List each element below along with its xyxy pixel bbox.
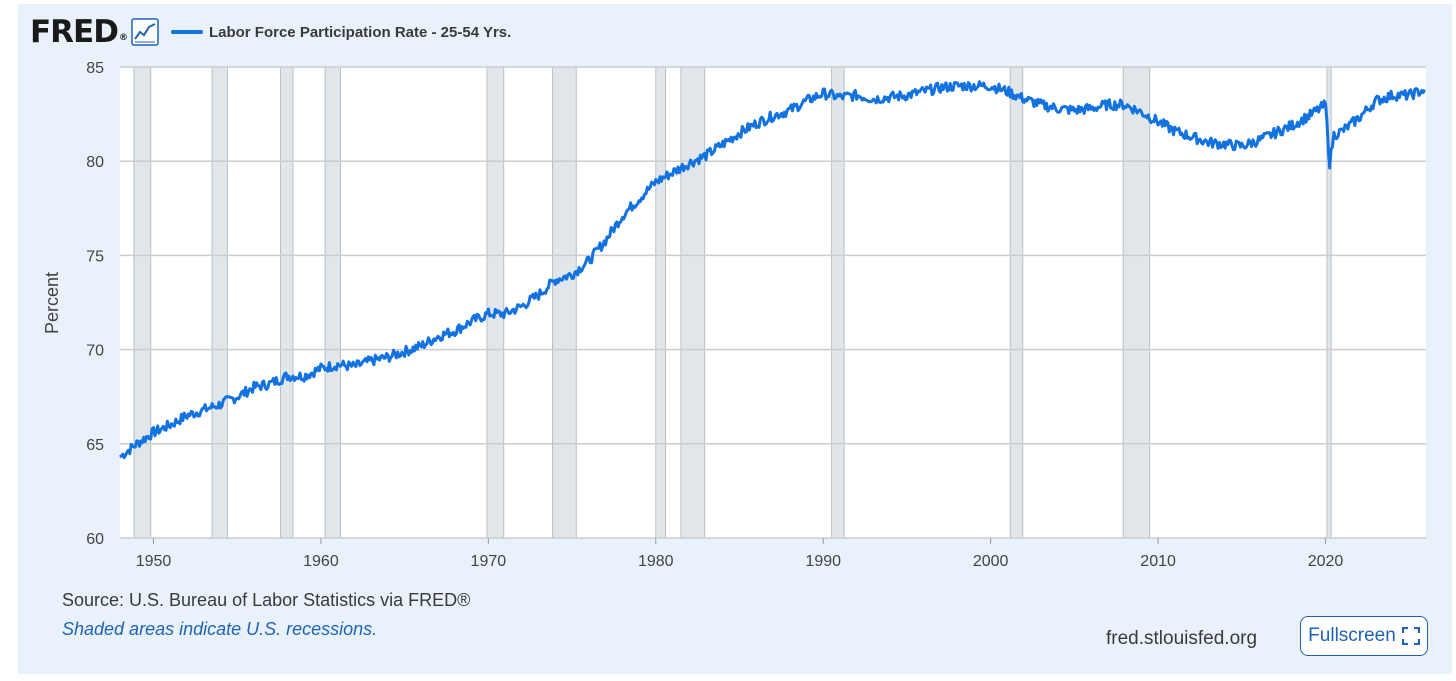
- chart-header: FRED® Labor Force Participation Rate - 2…: [30, 14, 511, 50]
- x-tick-label-1970: 1970: [471, 553, 507, 570]
- site-url: fred.stlouisfed.org: [1106, 628, 1258, 649]
- recession-band-7: [680, 66, 706, 539]
- x-tick-label-1950: 1950: [136, 553, 172, 570]
- recession-band-9: [1009, 66, 1024, 539]
- plot-area: [120, 67, 1426, 538]
- y-tick-label-80: 80: [86, 154, 104, 171]
- recession-band-4: [486, 66, 505, 539]
- gridlines: [120, 66, 1426, 539]
- x-tick-label-1990: 1990: [805, 553, 841, 570]
- recession-band-1: [211, 66, 228, 539]
- legend-label[interactable]: Labor Force Participation Rate - 25-54 Y…: [208, 23, 512, 41]
- x-tick-label-1980: 1980: [638, 553, 674, 570]
- y-tick-label-70: 70: [86, 343, 104, 360]
- x-tick-label-2010: 2010: [1140, 553, 1176, 570]
- series-line[interactable]: [119, 80, 1426, 460]
- y-tick-label-85: 85: [86, 60, 104, 77]
- y-tick-label-65: 65: [86, 437, 104, 454]
- x-tick-label-2000: 2000: [973, 553, 1009, 570]
- x-tick-label-1960: 1960: [303, 553, 339, 570]
- y-tick-label-75: 75: [86, 248, 104, 265]
- legend-swatch: [170, 30, 203, 34]
- y-axis: 60 65 70 75 80 85: [86, 60, 104, 548]
- x-axis: 1950 1960 1970 1980 1990 2000 2010 2020: [136, 538, 1344, 570]
- fullscreen-label: Fullscreen: [1308, 625, 1396, 646]
- recession-band-10: [1122, 66, 1151, 539]
- fullscreen-button[interactable]: Fullscreen: [1300, 616, 1428, 656]
- source-note: Source: U.S. Bureau of Labor Statistics …: [62, 590, 471, 610]
- y-tick-label-60: 60: [86, 531, 104, 548]
- recession-shading: [133, 66, 1332, 539]
- recession-band-8: [831, 66, 845, 539]
- y-axis-label: Percent: [42, 272, 62, 334]
- line-chart-icon[interactable]: [131, 18, 159, 46]
- recession-band-6: [655, 66, 667, 539]
- recession-note[interactable]: Shaded areas indicate U.S. recessions.: [62, 619, 378, 639]
- recession-band-0: [133, 66, 152, 539]
- expand-corners-icon: [1401, 627, 1420, 645]
- chart-svg: 60 65 70 75 80 85 1950 1960 1970 1980 1990 2000 201…: [42, 60, 1426, 570]
- recession-band-3: [324, 66, 341, 539]
- recession-band-5: [552, 66, 577, 539]
- fred-logo[interactable]: FRED®: [30, 13, 128, 50]
- recession-band-2: [279, 66, 294, 539]
- x-tick-label-2020: 2020: [1308, 553, 1344, 570]
